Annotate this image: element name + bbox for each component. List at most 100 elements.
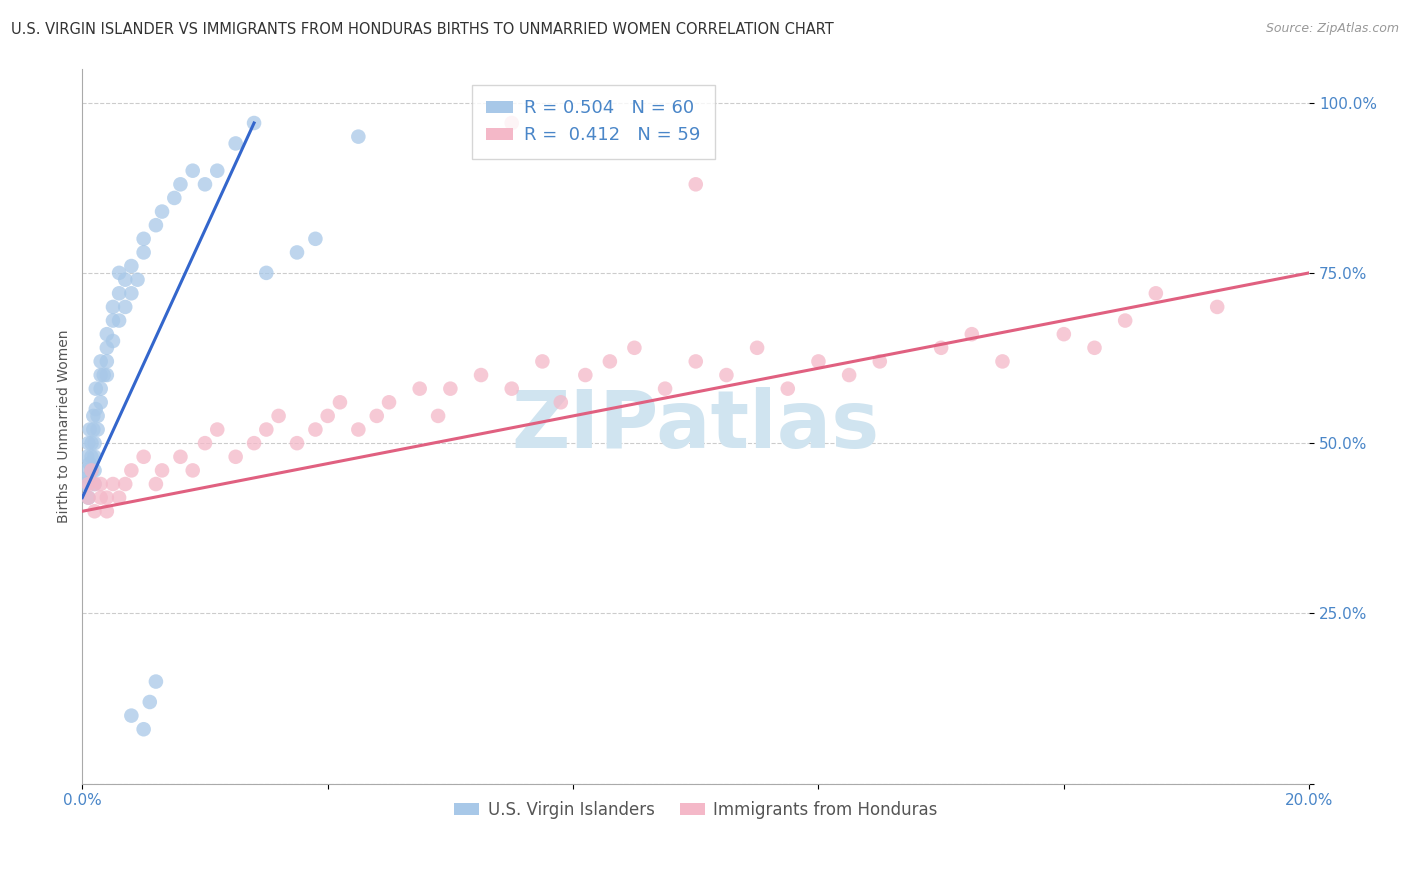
Point [1206,300,1229,314]
Point [84,382,107,396]
Point [83,436,105,450]
Legend: U.S. Virgin Islanders, Immigrants from Honduras: U.S. Virgin Islanders, Immigrants from H… [447,794,943,825]
Point [807,354,830,368]
Text: Source: ZipAtlas.com: Source: ZipAtlas.com [1265,22,1399,36]
Point [96,354,118,368]
Point [80,463,103,477]
Text: U.S. VIRGIN ISLANDER VS IMMIGRANTS FROM HONDURAS BIRTHS TO UNMARRIED WOMEN CORRE: U.S. VIRGIN ISLANDER VS IMMIGRANTS FROM … [11,22,834,37]
Point [991,354,1014,368]
Point [83,477,105,491]
Point [108,491,131,505]
Point [501,116,523,130]
Point [470,368,492,382]
Point [150,463,173,477]
Point [285,245,308,260]
Point [132,450,155,464]
Point [163,191,186,205]
Point [90,368,112,382]
Point [77,436,100,450]
Point [86,409,108,423]
Point [90,477,112,491]
Point [207,423,229,437]
Point [108,266,131,280]
Point [82,409,104,423]
Point [254,266,277,280]
Point [80,450,103,464]
Point [127,273,149,287]
Point [96,504,118,518]
Point [267,409,290,423]
Point [1114,313,1136,327]
Point [101,477,124,491]
Point [409,382,432,396]
Point [347,129,370,144]
Point [96,327,118,342]
Point [304,423,326,437]
Point [654,382,676,396]
Point [114,300,136,314]
Point [77,491,100,505]
Point [243,436,266,450]
Y-axis label: Births to Unmarried Women: Births to Unmarried Women [58,329,72,523]
Point [531,354,554,368]
Point [366,409,388,423]
Point [599,354,621,368]
Point [550,395,572,409]
Point [108,313,131,327]
Point [1053,327,1076,342]
Point [574,368,596,382]
Point [378,395,401,409]
Point [90,382,112,396]
Point [716,368,738,382]
Point [83,504,105,518]
Point [316,409,339,423]
Point [194,178,217,192]
Point [304,232,326,246]
Point [76,450,98,464]
Point [90,491,112,505]
Point [90,354,112,368]
Point [108,286,131,301]
Point [114,477,136,491]
Point [243,116,266,130]
Point [83,463,105,477]
Point [169,450,191,464]
Point [75,463,97,477]
Point [83,477,105,491]
Point [139,695,162,709]
Point [776,382,799,396]
Point [145,477,167,491]
Point [745,341,768,355]
Point [427,409,450,423]
Point [194,436,217,450]
Point [181,163,204,178]
Point [285,436,308,450]
Point [838,368,860,382]
Point [83,450,105,464]
Point [120,463,142,477]
Point [120,708,142,723]
Point [132,245,155,260]
Point [960,327,983,342]
Point [685,354,707,368]
Point [120,286,142,301]
Text: ZIPatlas: ZIPatlas [512,387,880,465]
Point [1083,341,1105,355]
Point [96,368,118,382]
Point [101,300,124,314]
Point [1144,286,1167,301]
Point [79,457,101,471]
Point [82,423,104,437]
Point [169,178,191,192]
Point [77,477,100,491]
Point [84,402,107,417]
Point [225,450,247,464]
Point [79,423,101,437]
Point [254,423,277,437]
Point [77,470,100,484]
Point [869,354,891,368]
Point [96,341,118,355]
Point [80,463,103,477]
Point [929,341,952,355]
Point [225,136,247,151]
